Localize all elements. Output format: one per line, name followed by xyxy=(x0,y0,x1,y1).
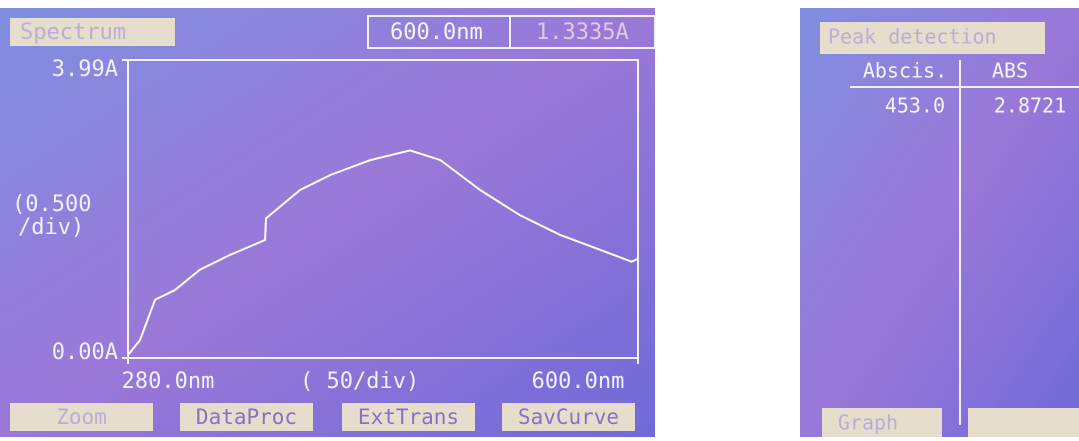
y-scale: (0.500 xyxy=(12,192,91,217)
button-label[interactable]: SavCurve xyxy=(518,405,619,429)
button-label[interactable]: Graph xyxy=(838,411,898,435)
cursor-abs: 1.3335A xyxy=(536,20,629,45)
button[interactable] xyxy=(822,408,942,437)
button[interactable] xyxy=(342,403,475,431)
table-header: Abscis. xyxy=(863,59,947,83)
panel-title: Peak detection xyxy=(828,25,997,49)
plot-frame xyxy=(127,59,639,359)
y-tick-label: 3.99A xyxy=(52,57,118,82)
button-label[interactable]: Zoom xyxy=(56,405,107,429)
x-tick-label: 600.0nm xyxy=(532,369,625,394)
table-cell: 2.8721 xyxy=(994,94,1066,118)
y-tick-label: 0.00A xyxy=(52,340,118,365)
panel-title: Spectrum xyxy=(20,20,126,45)
table-header: ABS xyxy=(992,59,1028,83)
button xyxy=(968,408,1079,437)
buttons: Zoom DataProc ExtTrans SavCurve Graph xyxy=(10,403,1079,437)
y-scale: /div) xyxy=(18,215,84,240)
cursor-box xyxy=(509,15,656,49)
button[interactable] xyxy=(10,403,153,431)
button-label[interactable]: DataProc xyxy=(196,405,297,429)
spectrum-line xyxy=(127,149,639,356)
left-screen xyxy=(0,8,655,437)
table-cell: 453.0 xyxy=(885,94,945,118)
right-screen xyxy=(800,8,1079,437)
title-boxes xyxy=(10,18,1045,54)
cursor-wavelength: 600.0nm xyxy=(390,20,483,45)
button[interactable] xyxy=(502,403,635,431)
button-label[interactable]: ExtTrans xyxy=(358,405,459,429)
button[interactable] xyxy=(180,403,313,431)
x-tick-label: 280.0nm xyxy=(122,369,215,394)
x-scale: ( 50/div) xyxy=(300,369,419,394)
